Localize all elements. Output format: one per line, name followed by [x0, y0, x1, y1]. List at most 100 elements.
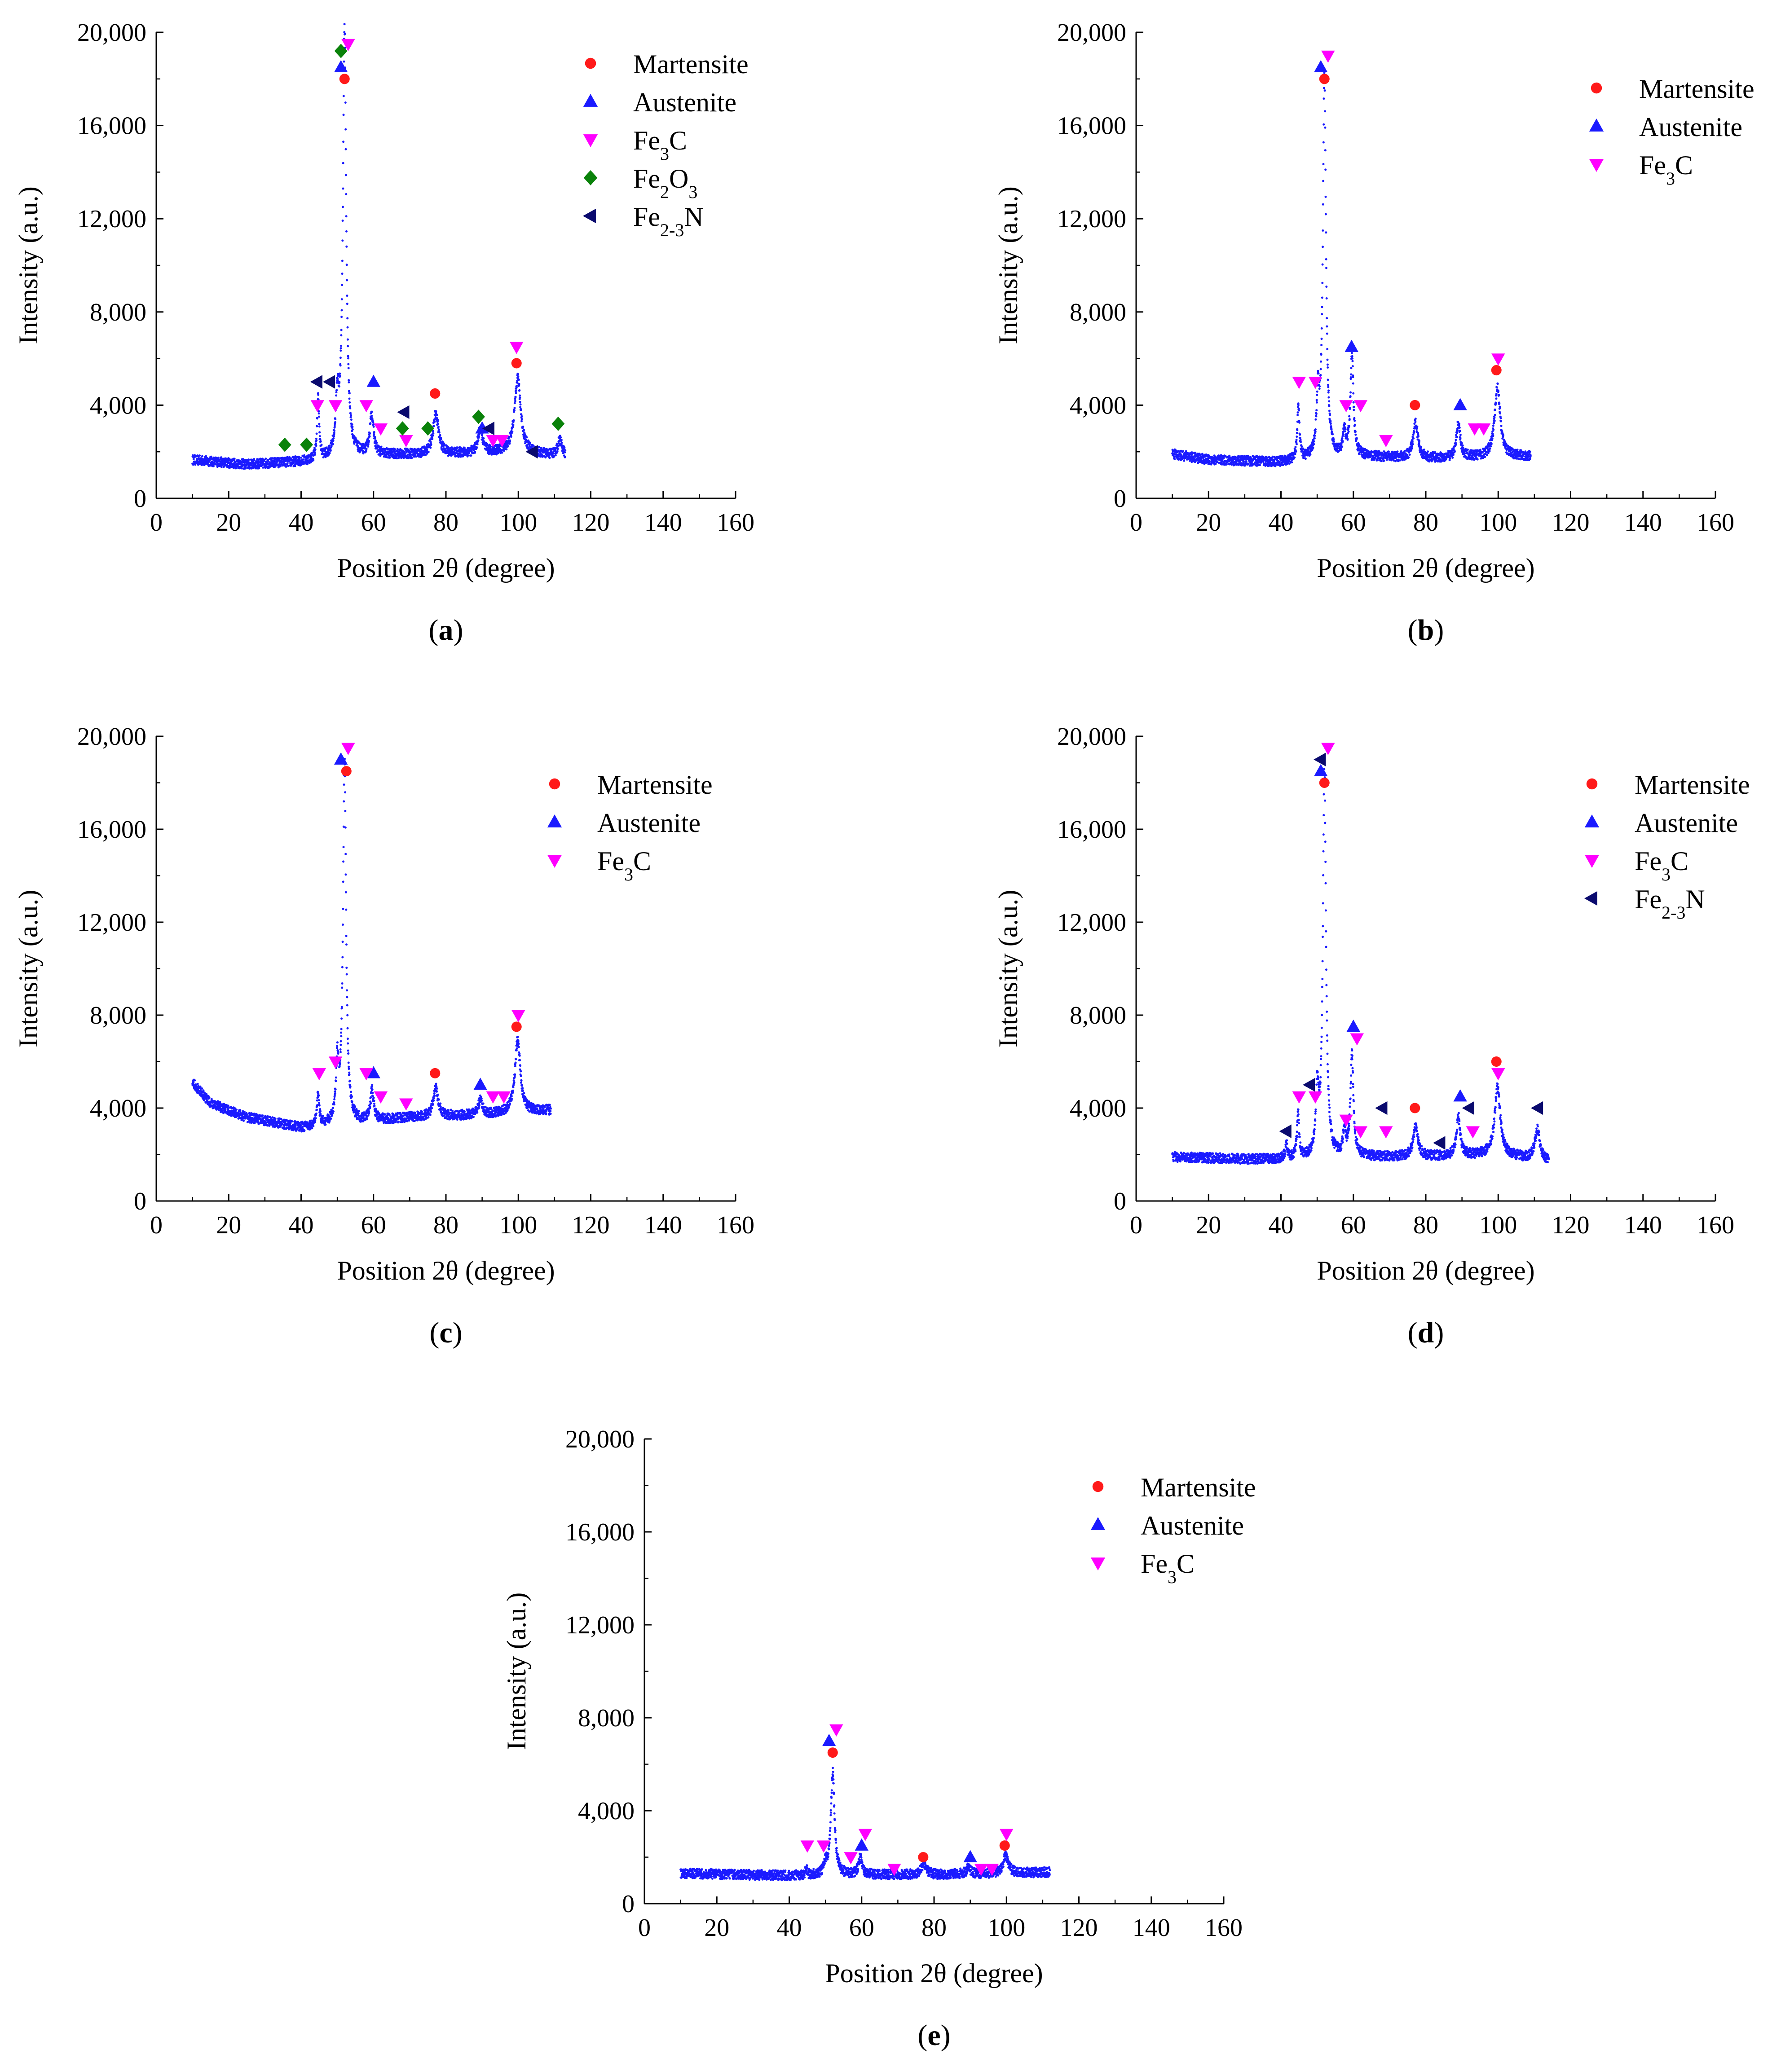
panel-caption: (c)	[429, 1316, 462, 1349]
chart-panel-a: 0 4,000 8,000 12,000 16,000 20,000 0 20 40 60 80 10…	[13, 19, 754, 647]
phase-marker-fe3c	[486, 1091, 500, 1104]
legend-label: Fe2O3	[633, 164, 697, 202]
legend-marker	[583, 134, 598, 147]
y-tick-label: 20,000	[1057, 723, 1126, 751]
y-tick-label: 20,000	[77, 723, 146, 751]
legend-marker	[1584, 891, 1597, 906]
legend-marker	[1092, 1481, 1104, 1492]
legend-marker	[1090, 1517, 1106, 1530]
y-tick-label: 0	[622, 1890, 635, 1918]
xrd-pattern-series	[1171, 71, 1532, 467]
phase-marker-fe2o3	[551, 416, 565, 431]
y-tick-label: 20,000	[565, 1425, 635, 1453]
legend-label: Austenite	[1635, 808, 1738, 838]
phase-marker-fe3c	[1292, 1091, 1306, 1104]
phase-marker-austenite	[1346, 1019, 1360, 1032]
legend-marker	[1589, 119, 1604, 132]
phase-marker-austenite	[473, 1078, 487, 1090]
y-axis-label: Intensity (a.u.)	[502, 1592, 531, 1751]
x-tick-label: 40	[1269, 1211, 1294, 1239]
phase-marker-fe3c	[328, 1056, 343, 1069]
phase-marker-martensite	[1410, 400, 1420, 410]
x-tick-label: 20	[216, 1211, 241, 1239]
x-tick-label: 120	[1552, 509, 1590, 537]
phase-marker-fe23n	[397, 405, 410, 419]
x-axis-label: Position 2θ (degree)	[1317, 553, 1534, 583]
x-tick-label: 0	[150, 509, 163, 537]
legend-label: Austenite	[1141, 1511, 1244, 1540]
phase-marker-fe2o3	[278, 437, 291, 452]
y-tick-label: 0	[134, 1188, 146, 1215]
x-tick-label: 40	[289, 1211, 314, 1239]
y-tick-label: 16,000	[1057, 816, 1126, 844]
y-tick-label: 0	[1114, 1188, 1126, 1215]
legend-label: Martensite	[1639, 74, 1755, 104]
legend-label: Fe3C	[1141, 1549, 1195, 1587]
phase-marker-fe23n	[323, 375, 335, 389]
phase-marker-fe23n	[1433, 1136, 1446, 1150]
phase-marker-fe3c	[486, 435, 500, 448]
legend-marker	[583, 208, 596, 224]
x-tick-label: 160	[1697, 509, 1734, 537]
phase-marker-fe3c	[359, 400, 373, 413]
phase-marker-fe23n	[310, 375, 322, 389]
panel-caption: (d)	[1408, 1316, 1444, 1349]
y-tick-label: 12,000	[77, 205, 146, 233]
y-tick-label: 16,000	[77, 816, 146, 844]
y-tick-label: 12,000	[565, 1611, 635, 1639]
x-axis-label: Position 2θ (degree)	[825, 1958, 1043, 1988]
x-tick-label: 0	[1130, 1211, 1142, 1239]
legend-label: Fe3C	[597, 846, 651, 884]
x-tick-label: 20	[704, 1914, 729, 1942]
phase-marker-austenite	[1345, 339, 1358, 352]
x-tick-label: 100	[1479, 1211, 1517, 1239]
phase-marker-martensite	[339, 74, 350, 84]
phase-marker-martensite	[827, 1747, 838, 1758]
phase-marker-fe23n	[1303, 1078, 1315, 1092]
phase-marker-martensite	[999, 1840, 1010, 1851]
phase-marker-martensite	[1410, 1103, 1420, 1113]
phase-marker-fe2o3	[334, 44, 348, 58]
panel-caption: (a)	[429, 614, 463, 647]
phase-marker-fe3c	[1353, 400, 1368, 413]
x-tick-label: 80	[921, 1914, 947, 1942]
legend-label: Fe2-3N	[633, 202, 704, 240]
x-tick-label: 40	[289, 509, 314, 537]
y-tick-label: 4,000	[1070, 1095, 1126, 1122]
y-axis-label: Intensity (a.u.)	[13, 890, 43, 1048]
phase-marker-austenite	[334, 752, 348, 765]
legend-marker	[547, 814, 562, 827]
y-tick-label: 8,000	[578, 1704, 635, 1732]
x-tick-label: 120	[572, 509, 610, 537]
legend-marker	[583, 94, 598, 107]
legend-label: Fe2-3N	[1635, 884, 1705, 923]
legend-marker	[585, 57, 596, 69]
x-tick-label: 40	[1269, 509, 1294, 537]
chart-panel-d: 0 4,000 8,000 12,000 16,000 20,000 0 20 40 60 80 10…	[993, 723, 1750, 1349]
x-tick-label: 0	[638, 1914, 651, 1942]
x-tick-label: 60	[849, 1914, 874, 1942]
phase-marker-fe3c	[399, 1098, 413, 1111]
phase-marker-fe23n	[1279, 1124, 1292, 1138]
panel-caption: (e)	[917, 2019, 950, 2052]
phase-marker-martensite	[1319, 74, 1330, 84]
phase-marker-fe2o3	[300, 437, 313, 452]
y-axis-label: Intensity (a.u.)	[993, 186, 1023, 344]
phase-marker-fe3c	[374, 423, 388, 436]
phase-marker-fe3c	[399, 435, 413, 448]
phase-marker-fe3c	[328, 400, 343, 413]
phase-marker-fe2o3	[472, 409, 485, 424]
legend-label: Fe3C	[633, 126, 687, 164]
y-tick-label: 4,000	[578, 1797, 635, 1825]
phase-marker-fe23n	[1314, 752, 1326, 766]
phase-marker-martensite	[918, 1852, 929, 1863]
panel-caption: (b)	[1408, 614, 1444, 647]
phase-marker-fe23n	[525, 445, 538, 459]
x-tick-label: 100	[1479, 509, 1517, 537]
phase-marker-fe3c	[974, 1864, 988, 1876]
y-tick-label: 4,000	[90, 392, 146, 419]
x-tick-label: 80	[433, 1211, 458, 1239]
phase-marker-austenite	[334, 60, 348, 73]
